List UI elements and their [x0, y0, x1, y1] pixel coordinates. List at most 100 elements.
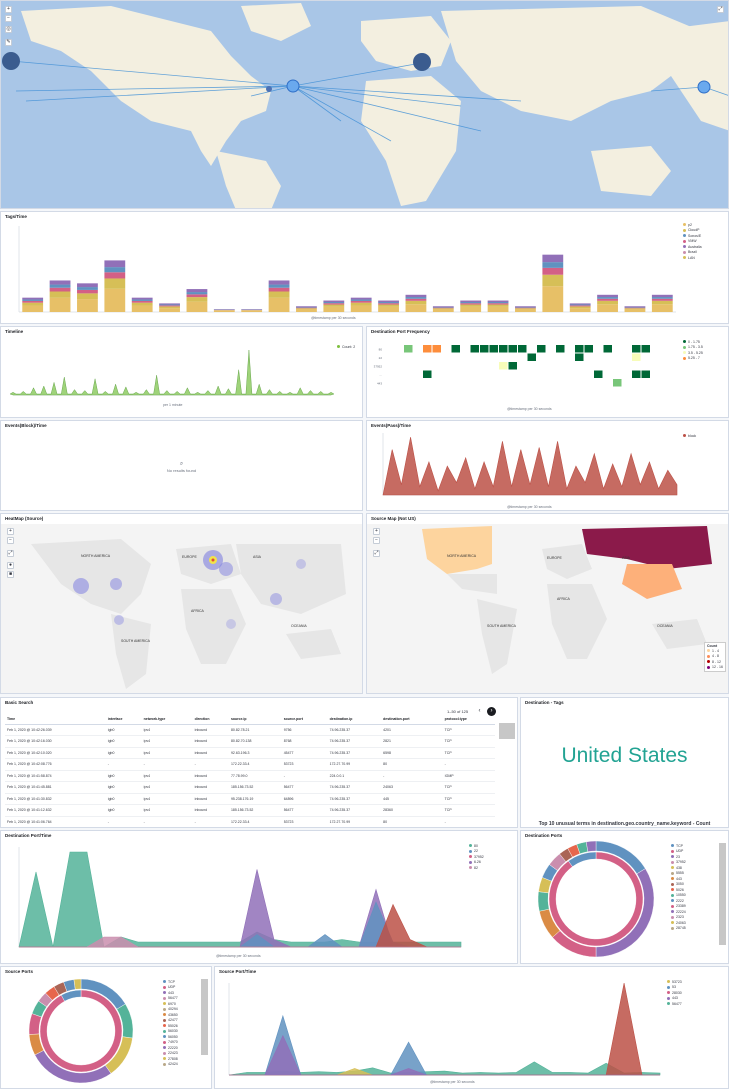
zoom-out-button[interactable]: − [373, 537, 380, 544]
legend-item[interactable]: 23 [671, 854, 686, 860]
legend-item[interactable]: LAN [683, 255, 702, 261]
legend-item[interactable]: block [683, 433, 696, 439]
legend-item[interactable]: 80 [469, 843, 484, 849]
draw-rect-button[interactable]: ■ [7, 571, 14, 578]
zoom-out-button[interactable]: − [7, 537, 14, 544]
legend-item[interactable]: 56050 [163, 1034, 178, 1040]
table-row[interactable]: Feb 1, 2020 @ 10:42:10.020 igb0 ipv4 inboun… [5, 747, 495, 759]
legend-item[interactable]: 22220 [163, 1045, 178, 1051]
legend-item[interactable]: 37952 [469, 854, 484, 860]
legend-item[interactable]: 22 [469, 849, 484, 855]
legend-item[interactable]: 56030 [163, 1029, 178, 1035]
legend-item[interactable]: Brazil [683, 250, 702, 256]
legend-item[interactable]: 6970 [163, 1001, 178, 1007]
legend-item[interactable]: 3050 [671, 882, 686, 888]
fit-bounds-button[interactable]: ⤢ [373, 550, 380, 557]
legend-item[interactable]: 42424 [163, 1062, 178, 1068]
legend-item[interactable]: 24063 [671, 920, 686, 926]
table-row[interactable]: Feb 1, 2020 @ 10:41:06.764- - -172.22.33.4… [5, 816, 495, 827]
table-row[interactable]: Feb 1, 2020 @ 10:41:45.881 igb0 ipv4 inboun… [5, 781, 495, 794]
legend-item[interactable]: 53 [667, 985, 682, 991]
legend-item[interactable]: p2 [683, 222, 702, 228]
legend-item[interactable]: 5555 [671, 871, 686, 877]
legend-item[interactable]: 10550 [671, 893, 686, 899]
table-cell: igb0 [105, 724, 142, 736]
legend-item[interactable]: 23389 [671, 904, 686, 910]
events-pass-panel: Events(Pass)/Time block @timestamp per 3… [366, 420, 729, 511]
zoom-out-button[interactable]: − [5, 15, 12, 22]
zoom-in-button[interactable]: + [7, 528, 14, 535]
legend-item[interactable]: 1.75 - 3.5 [683, 345, 703, 351]
legend-item[interactable]: 4 - 8 [707, 654, 723, 660]
legend-item[interactable]: 3.5 - 5.25 [683, 350, 703, 356]
legend-item[interactable]: 22224 [671, 909, 686, 915]
legend-item[interactable]: 12 - 16 [707, 665, 723, 671]
next-page-button[interactable]: › [487, 707, 496, 716]
legend-item[interactable]: 443 [163, 990, 178, 996]
legend-item[interactable]: Australia [683, 244, 702, 250]
column-header[interactable]: protocol.type [442, 714, 495, 725]
legend-item[interactable]: 443 [667, 996, 682, 1002]
fit-bounds-button[interactable]: ⤢ [7, 550, 14, 557]
legend-item[interactable]: 1 - 4 [707, 648, 723, 654]
column-header[interactable]: destination.ip [327, 714, 382, 725]
table-row[interactable]: Feb 1, 2020 @ 10:42:26.039 igb0 ipv4 inboun… [5, 724, 495, 736]
bar-segment [268, 291, 290, 298]
legend-item[interactable]: TCP [671, 843, 686, 849]
draw-tool-button[interactable]: ✎ [5, 39, 12, 46]
table-scrollbar[interactable] [499, 723, 515, 739]
table-row[interactable]: Feb 1, 2020 @ 10:42:16.030 igb0 ipv4 inboun… [5, 735, 495, 748]
legend-item[interactable]: 22423 [163, 1051, 178, 1057]
draw-tool-button[interactable]: ● [7, 562, 14, 569]
zoom-in-button[interactable]: + [373, 528, 380, 535]
column-header[interactable]: source.ip [228, 714, 282, 725]
column-header[interactable]: destination.port [381, 714, 443, 725]
prev-page-button[interactable]: ‹ [478, 708, 481, 714]
legend-item[interactable]: 53723 [667, 979, 682, 985]
legend-item[interactable]: UDP [163, 985, 178, 991]
legend-item[interactable]: UDP [671, 849, 686, 855]
legend-item[interactable]: 74970 [163, 1040, 178, 1046]
legend-item[interactable]: 37952 [671, 860, 686, 866]
legend-item[interactable]: 6.26 [469, 860, 484, 866]
legend-item[interactable]: 56477 [667, 1001, 682, 1007]
column-header[interactable]: direction [192, 714, 229, 725]
legend-item[interactable]: 438 [671, 865, 686, 871]
fullscreen-button[interactable]: ⤢ [717, 6, 724, 13]
column-header[interactable]: interface [105, 714, 142, 725]
legend-scrollbar[interactable] [201, 979, 208, 1055]
table-row[interactable]: Feb 1, 2020 @ 10:42:08.776- - -172.22.33.4… [5, 758, 495, 771]
table-cell: 172.22.33.4 [228, 758, 282, 771]
legend-item[interactable]: VMW [683, 239, 702, 245]
table-row[interactable]: Feb 1, 2020 @ 10:41:30.832 igb0 ipv4 inboun… [5, 793, 495, 805]
legend-item[interactable]: 28745 [671, 926, 686, 932]
legend-item[interactable]: 55026 [163, 1023, 178, 1029]
table-row[interactable]: Feb 1, 2020 @ 10:41:12.632 igb0 ipv4 inboun… [5, 804, 495, 817]
legend-item[interactable]: 43650 [163, 1012, 178, 1018]
legend-item[interactable]: Sonos/E [683, 233, 702, 239]
fit-bounds-button[interactable]: ◎ [5, 26, 12, 33]
column-header[interactable]: network.type [141, 714, 193, 725]
legend-item[interactable]: 56477 [163, 996, 178, 1002]
legend-item[interactable]: 8 - 12 [707, 659, 723, 665]
legend-item[interactable]: 443 [671, 876, 686, 882]
legend-item[interactable]: 2222 [671, 898, 686, 904]
legend-item[interactable]: 42477 [163, 1018, 178, 1024]
legend-item[interactable]: 28030 [667, 990, 682, 996]
legend-item[interactable]: Count: 2 [337, 344, 355, 350]
legend-swatch [667, 991, 670, 995]
legend-item[interactable]: 0 - 1.75 [683, 339, 703, 345]
legend-item[interactable]: TCP [163, 979, 178, 985]
legend-item[interactable]: 40294 [163, 1007, 178, 1013]
column-header[interactable]: Time [5, 714, 106, 725]
legend-item[interactable]: 2323 [671, 915, 686, 921]
column-header[interactable]: source.port [281, 714, 328, 725]
legend-item[interactable]: CloudP [683, 228, 702, 234]
legend-item[interactable]: 27808 [163, 1056, 178, 1062]
zoom-in-button[interactable]: + [5, 6, 12, 13]
legend-item[interactable]: 5.25 - 7 [683, 356, 703, 362]
legend-item[interactable]: 82 [469, 865, 484, 871]
legend-scrollbar[interactable] [719, 843, 726, 945]
table-row[interactable]: Feb 1, 2020 @ 10:41:58.874 igb0 ipv4 inboun… [5, 770, 495, 782]
legend-item[interactable]: 5026 [671, 887, 686, 893]
